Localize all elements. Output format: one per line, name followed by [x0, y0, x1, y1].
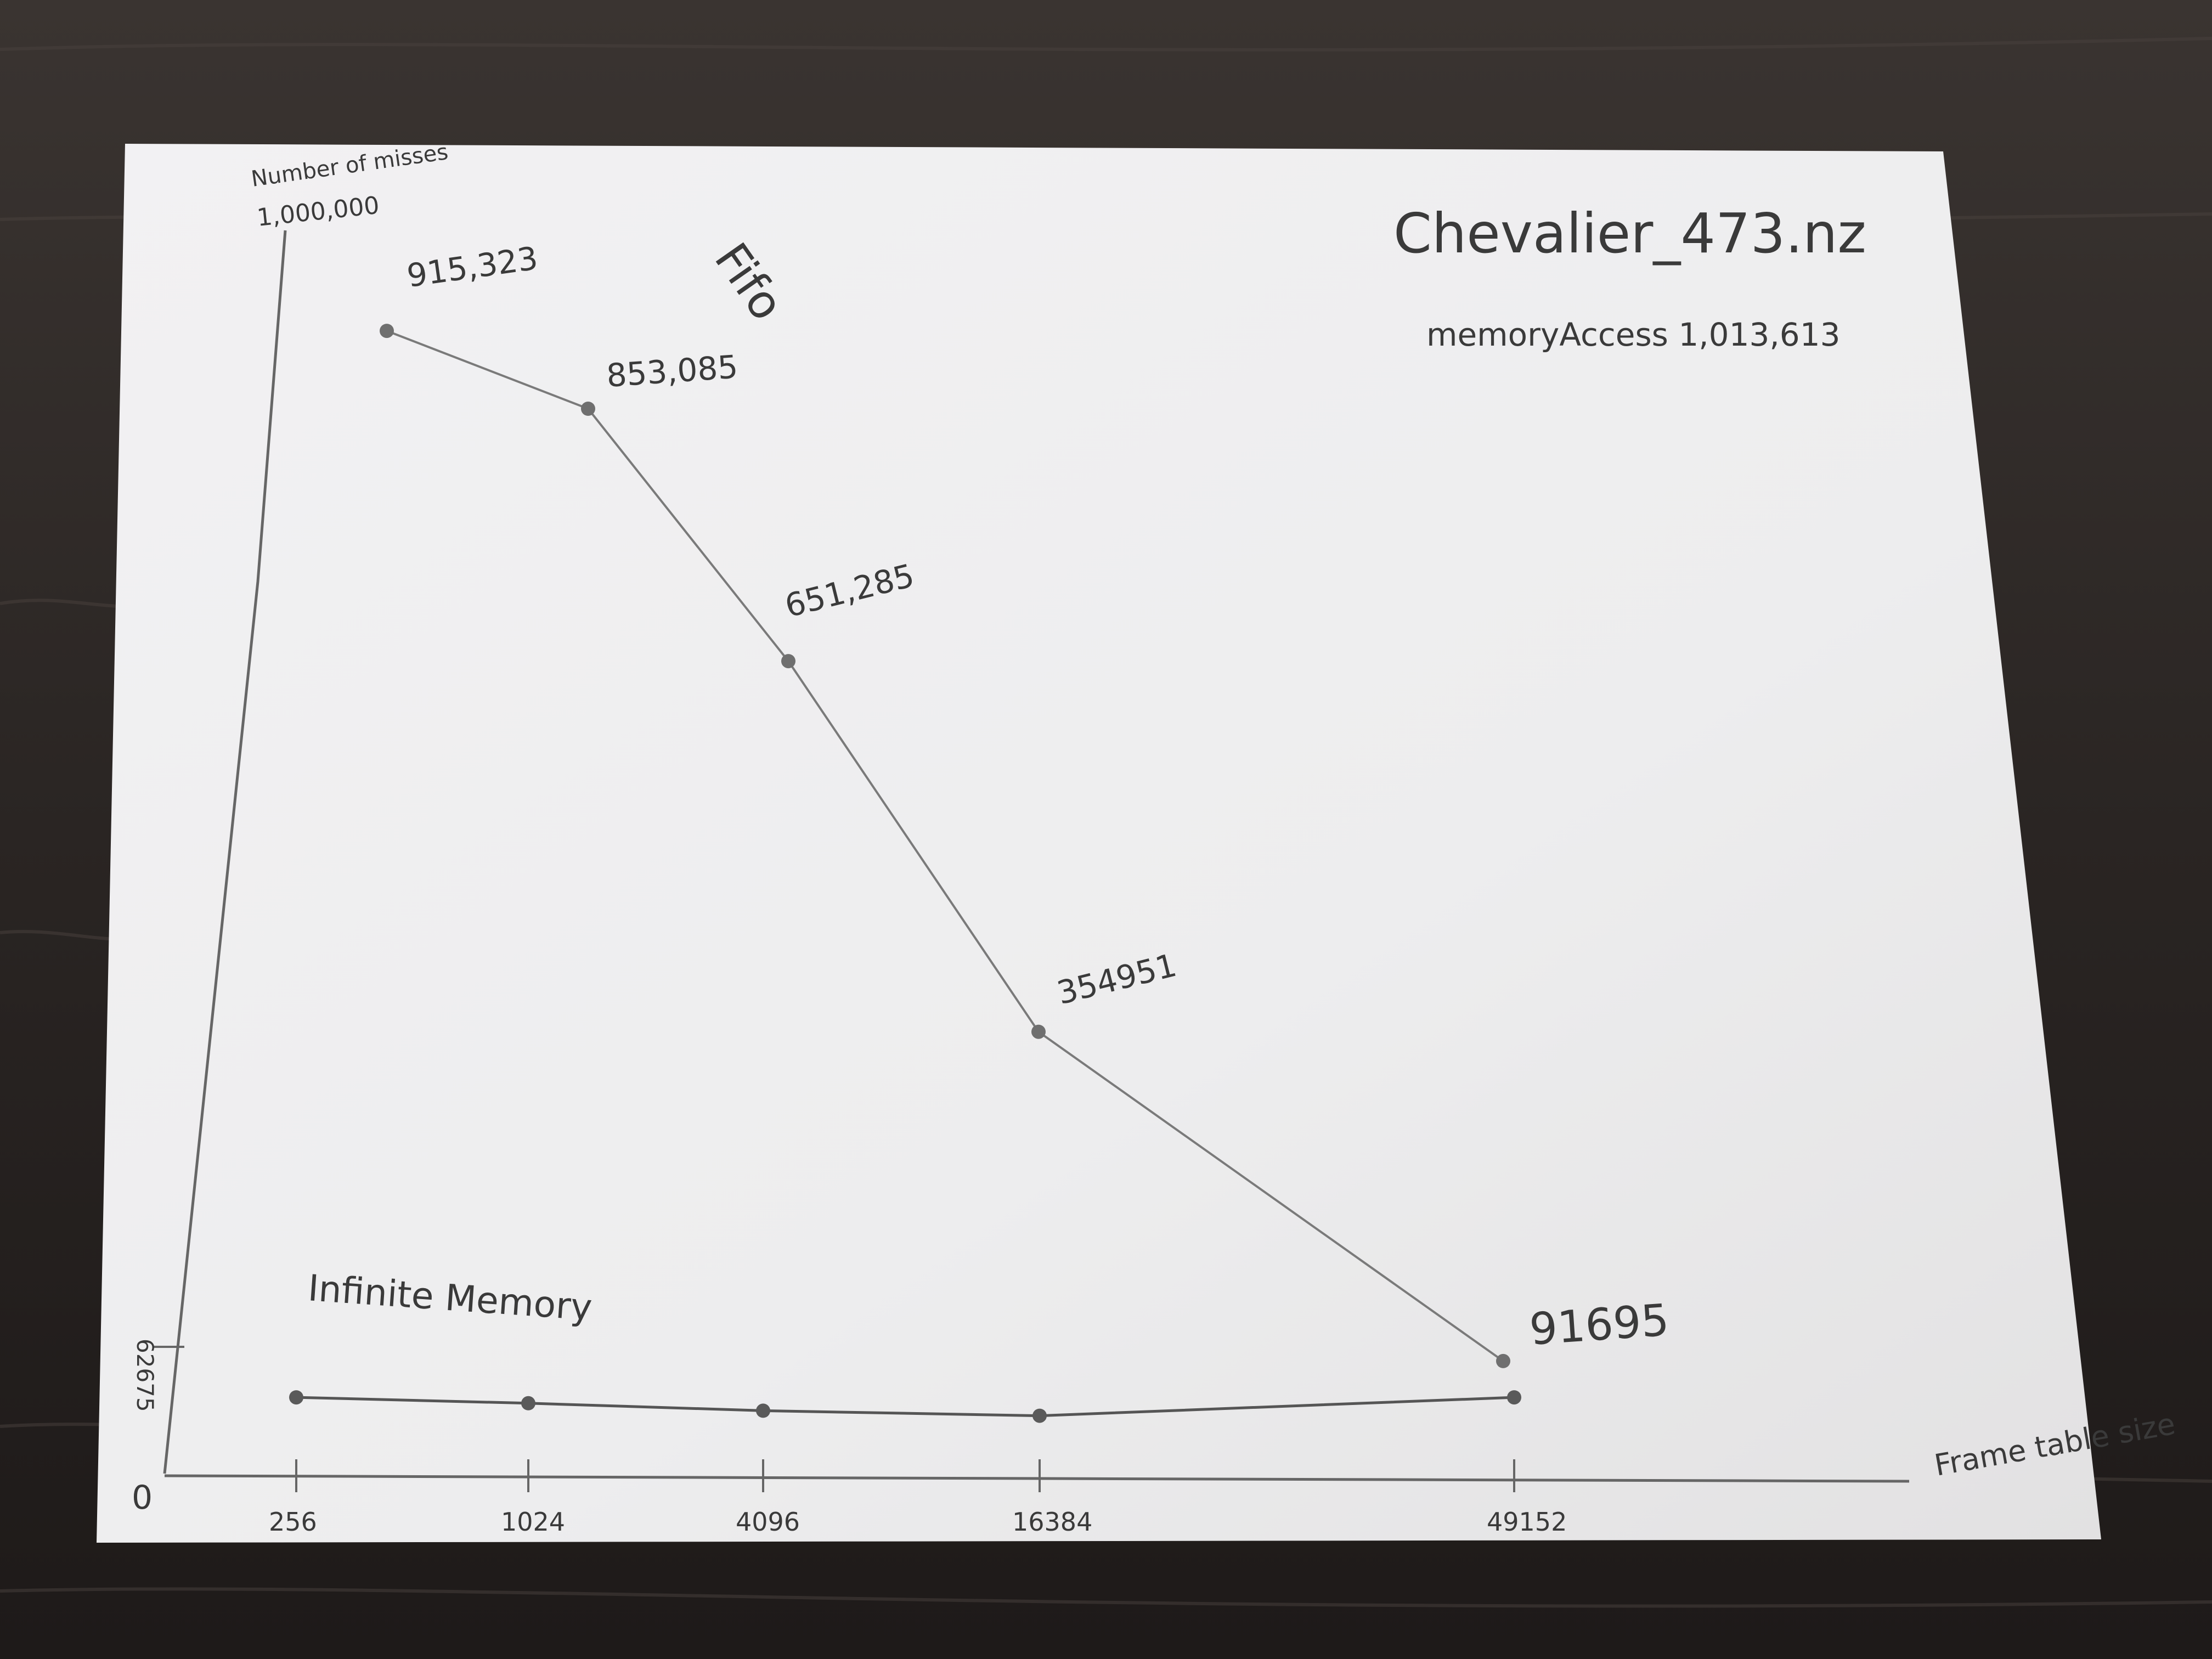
chart-subtitle: memoryAccess 1,013,613: [1426, 316, 1841, 353]
x-tick-label-1024: 1024: [501, 1507, 565, 1537]
point-infinite-memory-2: [756, 1403, 770, 1418]
chart-title: Chevalier_473.nz: [1393, 201, 1866, 266]
series-points: [289, 324, 1521, 1423]
x-tick-label-256: 256: [269, 1507, 317, 1537]
point-fifo-3: [1031, 1024, 1046, 1039]
x-tick-label-49152: 49152: [1487, 1507, 1567, 1537]
point-fifo-0: [380, 324, 394, 338]
y-tick-label-low: 62675: [132, 1339, 159, 1412]
data-label-fifo-4: 91695: [1528, 1294, 1671, 1355]
point-fifo-2: [781, 654, 795, 669]
x-axis: [164, 1474, 1910, 1483]
point-infinite-memory-1: [521, 1396, 535, 1410]
y-tick-label-origin: 0: [132, 1479, 153, 1517]
point-infinite-memory-3: [1032, 1408, 1047, 1423]
x-tick-label-16384: 16384: [1012, 1507, 1092, 1537]
point-infinite-memory-0: [289, 1390, 303, 1405]
x-tick-labels: 256 1024 4096 16384 49152: [269, 1507, 1567, 1537]
x-tick-marks: [295, 1459, 1515, 1492]
point-infinite-memory-4: [1507, 1390, 1521, 1405]
y-axis: [163, 230, 287, 1474]
data-label-fifo-1: 853,085: [605, 348, 739, 394]
paper-sheet: [97, 144, 2101, 1543]
point-fifo-4: [1496, 1353, 1510, 1368]
x-tick-label-4096: 4096: [736, 1507, 800, 1537]
point-fifo-1: [581, 402, 595, 416]
